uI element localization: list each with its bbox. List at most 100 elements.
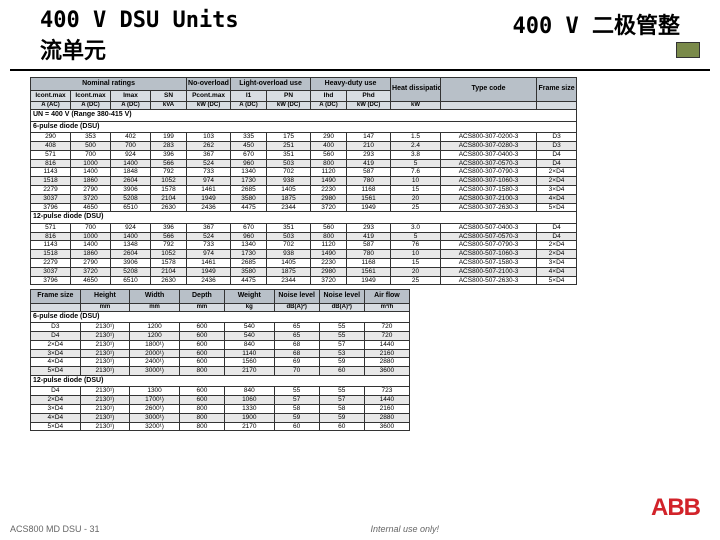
- dimensions-table: Frame sizeHeightWidthDepthWeightNoise le…: [30, 289, 410, 431]
- cell: 800: [311, 159, 347, 168]
- cell: 1949: [347, 276, 391, 285]
- cell: 262: [187, 141, 231, 150]
- cell: 175: [267, 133, 311, 142]
- cell: 3720: [71, 194, 111, 203]
- footer-center: Internal use only!: [100, 524, 710, 534]
- cell: 147: [347, 133, 391, 142]
- cell: 2104: [151, 267, 187, 276]
- cell: 1052: [151, 250, 187, 259]
- cell: 1949: [347, 203, 391, 212]
- cell: 600: [179, 349, 224, 358]
- cell: ACS800-307-2100-3: [441, 194, 537, 203]
- title-right: 400 V 二极管整: [513, 8, 680, 65]
- cell: 800: [179, 367, 224, 376]
- cell: 1461: [187, 185, 231, 194]
- cell: 2279: [31, 185, 71, 194]
- cell: D3: [537, 141, 577, 150]
- cell: 2790: [71, 185, 111, 194]
- cell: 25: [391, 276, 441, 285]
- tables-container: Nominal ratingsNo-overload useLight-over…: [0, 71, 720, 431]
- cell: 938: [267, 250, 311, 259]
- cell: 3000¹): [130, 413, 180, 422]
- cell: 69: [274, 358, 319, 367]
- cell: ACS800-307-0790-3: [441, 168, 537, 177]
- cell: ACS800-507-0570-3: [441, 232, 537, 241]
- cell: 670: [231, 150, 267, 159]
- cell: kVA: [151, 102, 187, 110]
- cell: 1518: [31, 177, 71, 186]
- cell: 840: [224, 387, 274, 396]
- cell: 2×D4: [537, 241, 577, 250]
- cell: 800: [311, 232, 347, 241]
- cell: 4650: [71, 203, 111, 212]
- cell: 2130¹): [80, 332, 130, 341]
- cell: 924: [111, 223, 151, 232]
- cell: ACS800-507-2630-3: [441, 276, 537, 285]
- cell: 3.8: [391, 150, 441, 159]
- cell: 396: [151, 150, 187, 159]
- cell: 59: [274, 413, 319, 422]
- cell: 974: [187, 177, 231, 186]
- cell: 2.4: [391, 141, 441, 150]
- cell: 600: [179, 323, 224, 332]
- cell: 3580: [231, 194, 267, 203]
- cell: D4: [537, 223, 577, 232]
- sub-header: SN: [151, 91, 187, 102]
- cell: 402: [111, 133, 151, 142]
- cell: 65: [274, 332, 319, 341]
- cell: 1875: [267, 267, 311, 276]
- cell: 587: [347, 241, 391, 250]
- cell: 1800¹): [130, 340, 180, 349]
- cell: 367: [187, 150, 231, 159]
- cell: 500: [71, 141, 111, 150]
- cell: kW (DC): [267, 102, 311, 110]
- cell: 2436: [187, 276, 231, 285]
- footer: ACS800 MD DSU - 31 Internal use only!: [10, 524, 710, 534]
- cell: 2980: [311, 194, 347, 203]
- cell: 566: [151, 232, 187, 241]
- cell: 1700¹): [130, 396, 180, 405]
- cell: 1848: [111, 168, 151, 177]
- cell: ACS800-307-0280-3: [441, 141, 537, 150]
- cell: kg: [224, 303, 274, 311]
- cell: Noise level: [319, 290, 364, 303]
- cell: 600: [179, 396, 224, 405]
- cell: 6510: [111, 276, 151, 285]
- cell: 2130¹): [80, 422, 130, 431]
- cell: 65: [274, 323, 319, 332]
- cell: D4: [31, 387, 81, 396]
- cell: 290: [31, 133, 71, 142]
- cell: ACS800-507-1580-3: [441, 258, 537, 267]
- cell: 1168: [347, 258, 391, 267]
- cell: 2790: [71, 258, 111, 267]
- cell: 1860: [71, 177, 111, 186]
- cell: D4: [31, 332, 81, 341]
- cell: ACS800-507-2100-3: [441, 267, 537, 276]
- cell: Depth: [179, 290, 224, 303]
- cell: 974: [187, 250, 231, 259]
- cell: 4×D4: [537, 194, 577, 203]
- cell: 560: [311, 150, 347, 159]
- cell: Width: [130, 290, 180, 303]
- col-header: Heat dissipation: [391, 78, 441, 102]
- ratings-table: Nominal ratingsNo-overload useLight-over…: [30, 77, 577, 285]
- cell: 4650: [71, 276, 111, 285]
- cell: 1143: [31, 241, 71, 250]
- cell: 1405: [267, 258, 311, 267]
- cell: 540: [224, 332, 274, 341]
- cell: ACS800-307-0400-3: [441, 150, 537, 159]
- cell: 720: [364, 323, 409, 332]
- cell: D4: [537, 150, 577, 159]
- cell: 1120: [311, 168, 347, 177]
- cell: 55: [274, 387, 319, 396]
- cell: 2130¹): [80, 367, 130, 376]
- cell: 600: [179, 332, 224, 341]
- cell: 3×D4: [537, 258, 577, 267]
- cell: 2630: [151, 276, 187, 285]
- cell: 2170: [224, 367, 274, 376]
- cell: 400: [311, 141, 347, 150]
- cell: D3: [537, 133, 577, 142]
- sub-header: Icont.max: [71, 91, 111, 102]
- cell: 2344: [267, 203, 311, 212]
- cell: 1440: [364, 340, 409, 349]
